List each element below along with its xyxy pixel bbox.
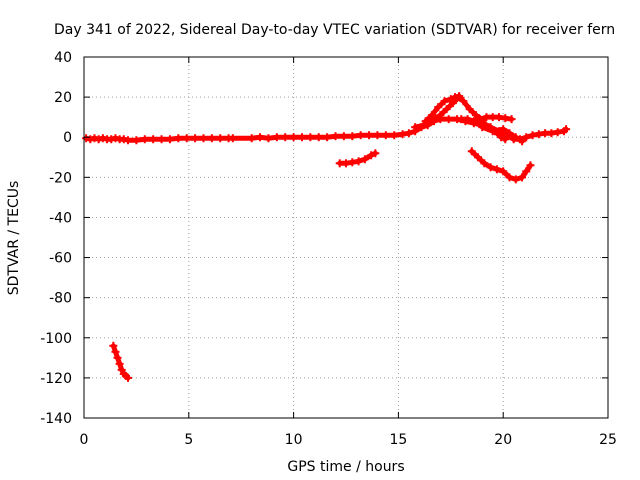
data-point	[455, 92, 464, 101]
plot-frame	[83, 56, 609, 419]
y-tick-label: -120	[40, 371, 72, 387]
y-tick-label: -140	[40, 411, 72, 427]
x-tick-label: 10	[285, 432, 303, 448]
data-point	[507, 115, 516, 124]
series-crossing-arc	[478, 123, 527, 146]
series-far-negative	[109, 341, 133, 382]
series-mid-low-band	[335, 149, 380, 168]
data-point	[562, 125, 571, 134]
y-tick-label: -100	[40, 331, 72, 347]
series-crest-arc	[421, 92, 464, 126]
y-tick-label: -80	[49, 291, 72, 307]
series-main-band	[82, 115, 571, 145]
y-axis-ticks: -140 -120 -100 -80 -60 -40 -20 0 20 40	[40, 50, 608, 427]
y-tick-label: 20	[54, 90, 72, 106]
data-point	[526, 161, 535, 170]
chart-title: Day 341 of 2022, Sidereal Day-to-day VTE…	[54, 22, 615, 38]
y-tick-label: -20	[49, 170, 72, 186]
data-point	[124, 373, 133, 382]
x-axis-label: GPS time / hours	[287, 459, 404, 475]
series-right-dip	[467, 147, 535, 184]
y-tick-label: 40	[54, 50, 72, 66]
y-tick-label: -60	[49, 251, 72, 267]
x-tick-label: 25	[599, 432, 617, 448]
data-point	[501, 135, 510, 144]
y-axis-label: SDTVAR / TECUs	[6, 181, 22, 296]
x-axis-ticks: 0 5 10 15 20 25	[80, 57, 617, 448]
y-tick-label: 0	[63, 130, 72, 146]
x-tick-label: 5	[184, 432, 193, 448]
x-tick-label: 0	[80, 432, 89, 448]
x-tick-label: 15	[389, 432, 407, 448]
series-right-hump	[457, 113, 516, 126]
data-point	[371, 149, 380, 158]
x-tick-label: 20	[494, 432, 512, 448]
grid-lines	[84, 57, 608, 418]
data-points	[82, 92, 571, 382]
y-tick-label: -40	[49, 210, 72, 226]
data-point	[518, 137, 527, 146]
